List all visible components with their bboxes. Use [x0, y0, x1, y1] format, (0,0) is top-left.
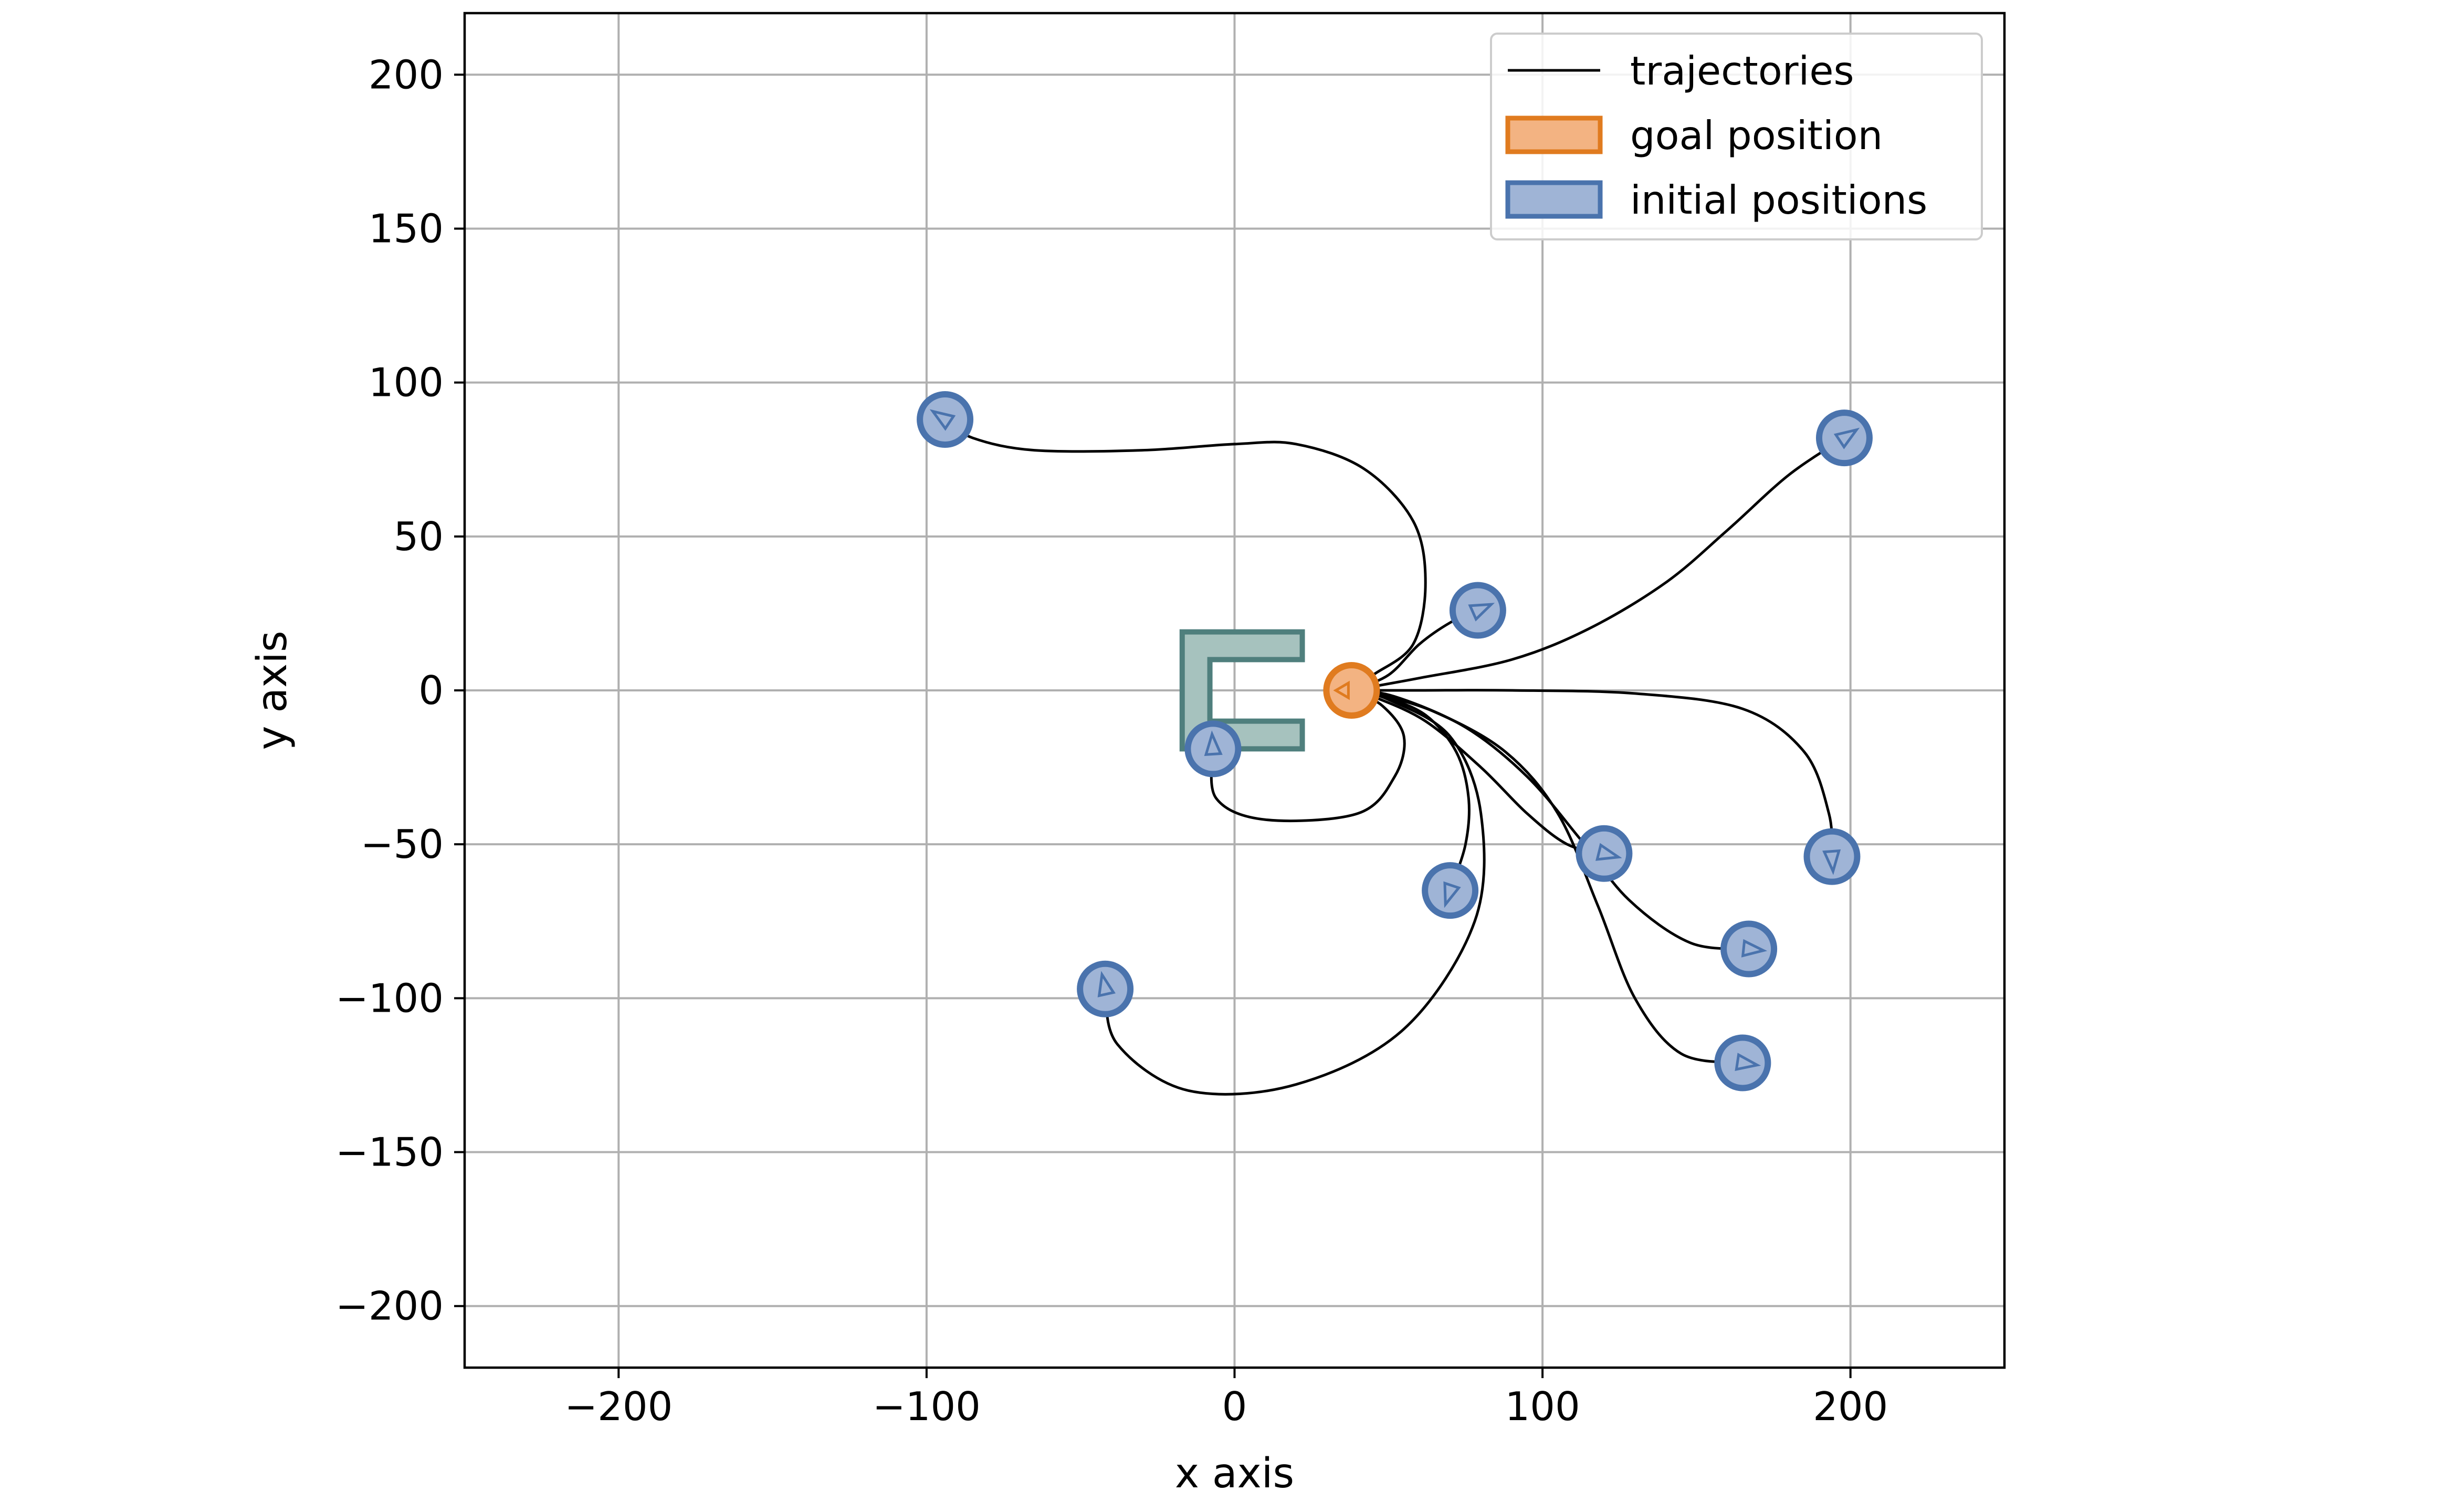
legend-entry-label: trajectories: [1630, 48, 1854, 94]
initial-position-marker: [1803, 828, 1861, 885]
initial-position-marker: [1184, 720, 1242, 778]
trajectory-line: [1350, 689, 1834, 858]
heading-arrow-icon: [1735, 1053, 1761, 1072]
heading-arrow-icon: [1833, 427, 1860, 449]
legend-entry-label: initial positions: [1630, 177, 1927, 223]
trajectories: [943, 418, 1846, 1096]
y-tick-label: 150: [369, 205, 444, 251]
goal-position-marker: [1323, 662, 1380, 719]
trajectory-line: [943, 418, 1427, 692]
initial-position-marker: [1077, 960, 1134, 1017]
y-tick-label: 100: [369, 360, 444, 406]
y-tick-label: 0: [418, 667, 444, 713]
goal-heading-arrow-icon: [1333, 680, 1350, 700]
position-markers: [917, 391, 1873, 1091]
legend-patch-swatch: [1505, 180, 1603, 219]
legend: trajectories goal position initial positio…: [1490, 33, 1983, 240]
axis-ticks: −200 −100 0 100 200 −200 −150 −100 −50 0 50 100 150 2…: [335, 51, 1888, 1430]
heading-arrow-icon: [1468, 603, 1495, 622]
trajectory-line: [1104, 689, 1486, 1096]
initial-position-marker: [1815, 410, 1873, 467]
heading-arrow-icon: [1741, 939, 1768, 958]
heading-arrow-icon: [1595, 843, 1622, 861]
trajectory-line: [1350, 689, 1750, 951]
initial-position-marker: [917, 391, 974, 448]
x-tick-label: 0: [1222, 1383, 1247, 1430]
y-tick-label: 200: [369, 51, 444, 98]
y-tick-label: −50: [361, 821, 444, 867]
y-tick-label: −200: [335, 1283, 444, 1329]
x-axis-label: x axis: [1175, 1450, 1294, 1497]
heading-arrow-icon: [1443, 881, 1461, 908]
y-tick-label: −100: [335, 975, 444, 1021]
trajectory-line: [1210, 689, 1406, 822]
trajectory-line: [1350, 436, 1846, 692]
initial-position-marker: [1714, 1034, 1771, 1091]
initial-position-marker: [1720, 920, 1778, 978]
x-tick-label: 100: [1505, 1383, 1580, 1430]
heading-arrow-icon: [1822, 849, 1841, 875]
x-tick-label: 200: [1813, 1383, 1888, 1430]
heading-arrow-icon: [1097, 971, 1116, 998]
legend-patch-swatch: [1505, 116, 1603, 154]
initial-position-marker: [1576, 825, 1633, 882]
initial-position-marker: [1422, 862, 1479, 919]
y-tick-label: 50: [394, 513, 444, 560]
legend-entry-label: goal position: [1630, 112, 1883, 159]
trajectory-line: [1350, 689, 1744, 1064]
y-axis-label: y axis: [249, 631, 296, 750]
legend-box: [1490, 33, 1983, 240]
initial-position-marker: [1449, 582, 1506, 639]
heading-arrow-icon: [1204, 730, 1223, 756]
y-tick-label: −150: [335, 1129, 444, 1175]
heading-arrow-icon: [929, 409, 956, 431]
x-tick-label: −100: [873, 1383, 981, 1430]
x-tick-label: −200: [564, 1383, 673, 1430]
